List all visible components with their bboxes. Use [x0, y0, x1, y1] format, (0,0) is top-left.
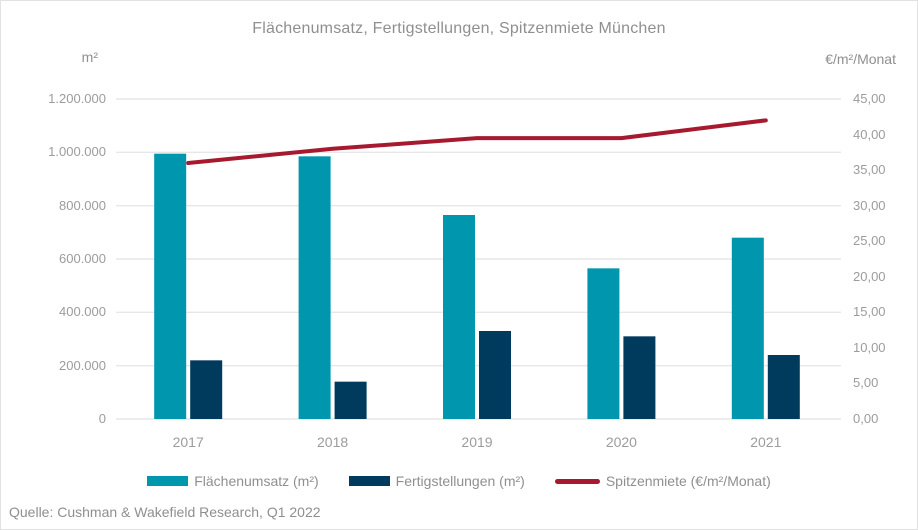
right-axis-tick: 35,00: [853, 162, 886, 178]
legend-item-spitzenmiete: Spitzenmiete (€/m²/Monat): [554, 473, 771, 489]
right-axis-tick: 10,00: [853, 339, 886, 355]
legend-label: Spitzenmiete (€/m²/Monat): [605, 473, 771, 489]
right-axis-tick: 25,00: [853, 233, 886, 249]
bar-flächenumsatz-2019: [443, 215, 475, 419]
legend-swatch: [554, 478, 600, 484]
bar-flächenumsatz-2021: [731, 237, 764, 419]
bar-fertigstellungen-2019: [479, 331, 511, 419]
legend-swatch: [147, 476, 189, 486]
legend-item-fertigstellungen: Fertigstellungen (m²): [348, 473, 525, 489]
right-axis-tick: 30,00: [853, 197, 886, 213]
bar-flächenumsatz-2018: [298, 156, 331, 420]
chart-legend: Flächenumsatz (m²) Fertigstellungen (m²) S…: [1, 468, 917, 494]
legend-label: Fertigstellungen (m²): [395, 473, 525, 489]
left-axis-tick: 0: [98, 411, 106, 426]
bar-flächenumsatz-2017: [154, 153, 187, 419]
x-axis-label-2017: 2017: [172, 434, 204, 450]
left-axis-tick: 600.000: [59, 251, 106, 266]
left-axis-unit-label: m²: [81, 49, 98, 65]
right-axis-tick: 20,00: [853, 268, 886, 284]
legend-label: Flächenumsatz (m²): [194, 473, 319, 489]
right-axis-tick: 5,00: [853, 375, 879, 391]
left-axis-tick: 1.000.000: [48, 144, 106, 160]
right-axis-tick: 45,00: [853, 91, 886, 106]
bar-fertigstellungen-2017: [190, 360, 223, 419]
right-axis-tick: 0,00: [853, 411, 879, 426]
bar-flächenumsatz-2020: [587, 268, 620, 419]
legend-swatch: [348, 476, 390, 486]
bar-fertigstellungen-2020: [623, 336, 656, 419]
left-axis-tick: 200.000: [59, 357, 106, 373]
spitzenmiete-line: [186, 118, 768, 165]
bar-fertigstellungen-2021: [767, 355, 800, 419]
legend-item-flächenumsatz: Flächenumsatz (m²): [147, 473, 319, 489]
left-axis-tick: 1.200.000: [48, 91, 106, 106]
left-axis-tick: 400.000: [59, 304, 106, 320]
left-axis-tick: 800.000: [59, 197, 106, 213]
source-note: Quelle: Cushman & Wakefield Research, Q1…: [9, 504, 321, 520]
x-axis-label-2021: 2021: [750, 434, 782, 450]
right-axis-tick: 15,00: [853, 304, 886, 320]
x-axis-label-2020: 2020: [605, 434, 637, 450]
bar-fertigstellungen-2018: [334, 381, 367, 419]
right-axis-unit-label: €/m²/Monat: [825, 51, 896, 67]
x-axis-label-2018: 2018: [317, 434, 349, 450]
x-axis-label-2019: 2019: [461, 434, 493, 450]
right-axis-tick: 40,00: [853, 126, 886, 142]
chart-title: Flächenumsatz, Fertigstellungen, Spitzen…: [252, 20, 666, 37]
